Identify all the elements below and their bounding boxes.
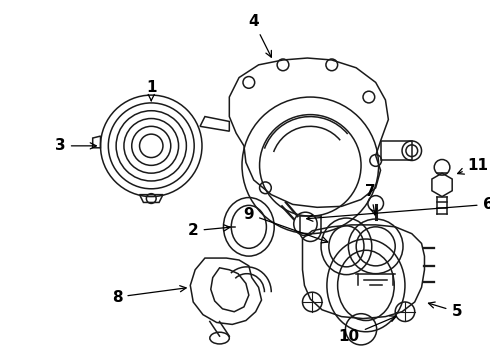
Text: 7: 7 — [366, 184, 377, 215]
Text: 5: 5 — [428, 302, 462, 319]
Text: 6: 6 — [307, 197, 490, 221]
Text: 9: 9 — [244, 207, 328, 243]
Text: 2: 2 — [188, 223, 230, 238]
Text: 4: 4 — [248, 14, 271, 57]
Text: 11: 11 — [458, 158, 489, 174]
Text: 10: 10 — [339, 316, 396, 344]
Text: 8: 8 — [112, 286, 186, 305]
Text: 3: 3 — [55, 138, 97, 153]
Text: 1: 1 — [146, 80, 156, 101]
